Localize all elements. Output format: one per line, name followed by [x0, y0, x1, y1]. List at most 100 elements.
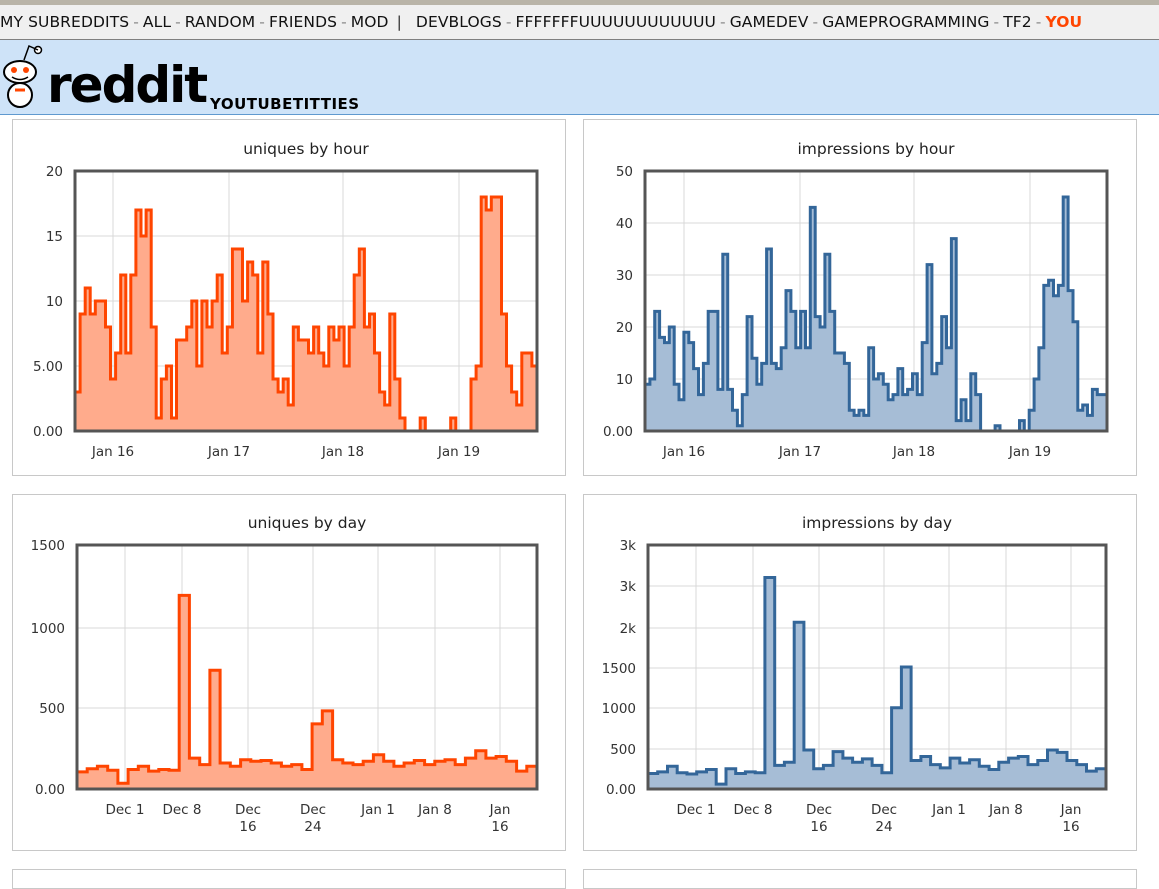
y-tick-label: 3k	[620, 538, 637, 554]
y-tick-label: 10	[46, 294, 63, 310]
y-tick-label: 30	[616, 268, 633, 284]
y-tick-label: 1000	[602, 701, 636, 717]
snoo-alien-icon[interactable]	[0, 40, 46, 115]
x-tick-label: Jan 16	[1060, 802, 1082, 835]
y-tick-label: 1000	[31, 621, 65, 637]
y-tick-label: 3k	[620, 579, 637, 595]
y-tick-label: 20	[616, 320, 633, 336]
series-line	[75, 593, 537, 785]
chart-title: uniques by hour	[243, 140, 369, 158]
x-tick-label: Jan 16	[662, 444, 705, 460]
y-tick-label: 50	[616, 164, 633, 180]
chart-title: uniques by day	[248, 514, 367, 532]
chart-panel-impressions-by-hour: impressions by hour 0.00 10 20 30 40 50 Jan 16 J…	[583, 119, 1137, 476]
x-tick-label: Dec 24	[871, 802, 897, 835]
link-mod[interactable]: MOD	[350, 13, 389, 31]
y-tick-label: 20	[46, 164, 63, 180]
uniques-by-hour-chart: uniques by hour 0.00 5.00 10 15 20 Jan 16 Jan 1…	[33, 140, 539, 460]
y-tick-label: 500	[39, 701, 65, 717]
chart-title: impressions by hour	[797, 140, 955, 158]
chart-panel-uniques-by-day: uniques by day 0.00 500 1000 1500 Dec 1 Dec 8 D…	[12, 494, 566, 851]
y-tick-label: 1500	[602, 661, 636, 677]
plot-border	[646, 543, 1108, 791]
x-tick-label: Jan 8	[988, 802, 1023, 818]
y-tick-label: 15	[46, 229, 63, 245]
x-tick-label: Jan 16	[91, 444, 134, 460]
y-tick-label: 40	[616, 216, 633, 232]
series-area	[645, 197, 1107, 431]
series-area	[648, 577, 1106, 789]
series-line	[645, 195, 1107, 433]
impressions-by-day-chart: impressions by day 0.00 500 1000 1500 2k 3k 3k D…	[602, 514, 1108, 835]
x-tick-label: Dec 1	[105, 802, 144, 818]
y-tick-label: 0.00	[603, 424, 633, 440]
x-tick-label: Jan 19	[437, 444, 480, 460]
link-all[interactable]: ALL	[142, 13, 172, 31]
plot-border	[73, 169, 539, 433]
plot-area	[648, 545, 1106, 789]
dash-separator: -	[341, 13, 347, 31]
link-fffuuu[interactable]: FFFFFFFUUUUUUUUUUUU	[515, 13, 716, 31]
link-tf2[interactable]: TF2	[1003, 13, 1032, 31]
link-devblogs[interactable]: DEVBLOGS	[415, 13, 502, 31]
y-tick-label: 0.00	[606, 782, 636, 798]
dash-separator: -	[812, 13, 819, 31]
reddit-header: reddit YOUTUBETITTIES	[0, 40, 1159, 115]
dash-separator: -	[259, 13, 265, 31]
chart-panel-impressions-by-day: impressions by day 0.00 500 1000 1500 2k 3k 3k D…	[583, 494, 1137, 851]
y-tick-label: 10	[616, 372, 633, 388]
x-tick-label: Jan 16	[489, 802, 511, 835]
y-tick-label: 500	[610, 742, 636, 758]
series-line	[646, 576, 1106, 786]
x-tick-label: Dec 8	[733, 802, 772, 818]
link-random[interactable]: RANDOM	[184, 13, 256, 31]
link-gameprogramming[interactable]: GAMEPROGRAMMING	[822, 13, 990, 31]
series-area	[77, 595, 537, 789]
uniques-by-day-chart: uniques by day 0.00 500 1000 1500 Dec 1 Dec 8 D…	[31, 514, 539, 835]
dash-separator: -	[1035, 13, 1042, 31]
dash-separator: -	[505, 13, 512, 31]
x-tick-label: Jan 1	[931, 802, 966, 818]
y-tick-label: 1500	[31, 538, 65, 554]
dash-separator: -	[175, 13, 181, 31]
x-tick-label: Dec 8	[162, 802, 201, 818]
link-my-subreddits[interactable]: MY SUBREDDITS	[0, 13, 130, 31]
dash-separator: -	[993, 13, 1000, 31]
x-tick-label: Dec 24	[300, 802, 326, 835]
y-tick-label: 0.00	[35, 782, 65, 798]
x-tick-label: Jan 17	[207, 444, 250, 460]
pipe-divider: |	[396, 13, 402, 31]
x-tick-label: Dec 1	[676, 802, 715, 818]
x-tick-label: Jan 17	[778, 444, 821, 460]
link-current-subreddit[interactable]: YOU	[1045, 13, 1083, 31]
y-tick-label: 0.00	[33, 424, 63, 440]
subreddit-links: MY SUBREDDITS - ALL - RANDOM - FRIENDS - MOD | DEV…	[0, 13, 1082, 31]
reddit-logo[interactable]: reddit	[47, 56, 208, 114]
x-tick-label: Jan 8	[417, 802, 452, 818]
top-subreddit-bar: MY SUBREDDITS - ALL - RANDOM - FRIENDS - MOD | DEV…	[0, 0, 1159, 40]
x-tick-label: Jan 18	[892, 444, 935, 460]
series-line	[75, 195, 537, 433]
impressions-by-hour-chart: impressions by hour 0.00 10 20 30 40 50 Jan 16 J…	[603, 140, 1109, 460]
browser-strip	[0, 0, 1159, 5]
link-gamedev[interactable]: GAMEDEV	[729, 13, 809, 31]
plot-border	[643, 169, 1109, 433]
y-tick-label: 5.00	[33, 359, 63, 375]
subreddit-title[interactable]: YOUTUBETITTIES	[210, 95, 360, 113]
dash-separator: -	[133, 13, 139, 31]
chart-panel-next-left	[12, 869, 566, 889]
x-tick-label: Dec 16	[235, 802, 261, 835]
chart-title: impressions by day	[802, 514, 952, 532]
plot-area	[77, 545, 537, 789]
x-tick-label: Dec 16	[806, 802, 832, 835]
y-tick-label: 2k	[620, 621, 637, 637]
link-friends[interactable]: FRIENDS	[268, 13, 338, 31]
dash-separator: -	[719, 13, 726, 31]
chart-panel-next-right	[583, 869, 1137, 889]
plot-border	[75, 543, 539, 791]
x-tick-label: Jan 18	[321, 444, 364, 460]
x-tick-label: Jan 1	[360, 802, 395, 818]
chart-panel-uniques-by-hour: uniques by hour 0.00 5.00 10 15 20 Jan 16 Jan 1…	[12, 119, 566, 476]
series-area	[75, 197, 537, 431]
x-tick-label: Jan 19	[1008, 444, 1051, 460]
